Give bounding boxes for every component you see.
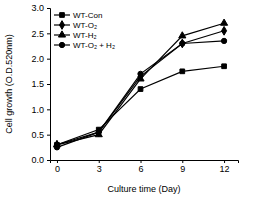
y-tick-label: 2.0 xyxy=(31,54,44,64)
y-tick-label: 1.0 xyxy=(31,105,44,115)
legend: WT-ConWT-O₂WT-H₂WT-O₂ + H₂ xyxy=(54,11,115,50)
y-tick-label: 0.0 xyxy=(31,155,44,165)
data-point xyxy=(222,64,227,69)
x-tick-mark xyxy=(182,160,183,163)
data-point xyxy=(180,39,185,48)
series xyxy=(54,26,226,149)
y-tick-mark xyxy=(47,135,50,136)
data-point xyxy=(221,38,226,43)
y-tick-label: 0.5 xyxy=(31,130,44,140)
legend-label: WT-Con xyxy=(73,11,102,20)
legend-label: WT-O₂ xyxy=(73,21,97,30)
y-tick-mark xyxy=(47,160,50,161)
chart: 0369120.00.51.01.52.02.53.0WT-ConWT-O₂WT… xyxy=(0,0,274,198)
series xyxy=(53,19,227,147)
y-tick-label: 1.5 xyxy=(31,79,44,89)
legend-symbol xyxy=(60,13,65,18)
legend-item: WT-O₂ + H₂ xyxy=(54,41,115,50)
series-line xyxy=(57,66,224,145)
series xyxy=(55,64,227,147)
data-point xyxy=(138,87,143,92)
y-tick-label: 2.5 xyxy=(31,29,44,39)
y-axis-line xyxy=(47,9,51,161)
y-tick: 0.5 xyxy=(31,130,50,140)
x-axis-title: Culture time (Day) xyxy=(107,184,180,194)
data-point xyxy=(180,41,185,46)
y-tick-mark xyxy=(47,84,50,85)
x-tick-label: 6 xyxy=(139,164,144,174)
x-tick-mark xyxy=(224,160,225,163)
x-tick-label: 3 xyxy=(97,164,102,174)
data-point xyxy=(54,145,59,150)
x-axis: 0 3 6 9 12 xyxy=(51,160,239,174)
x-tick: 3 xyxy=(97,160,102,174)
data-point xyxy=(179,32,186,38)
series-line xyxy=(57,31,224,145)
legend-label: WT-H₂ xyxy=(73,31,97,40)
y-tick: 0.0 xyxy=(31,155,50,165)
y-tick-mark xyxy=(47,8,50,9)
x-tick: 9 xyxy=(180,160,185,174)
x-tick-mark xyxy=(99,160,100,163)
x-tick: 12 xyxy=(220,160,230,174)
y-tick: 2.5 xyxy=(31,29,50,39)
x-tick-mark xyxy=(141,160,142,163)
x-tick-label: 9 xyxy=(180,164,185,174)
y-tick-mark xyxy=(47,109,50,110)
y-tick: 1.0 xyxy=(31,105,50,115)
x-tick-mark xyxy=(57,160,58,163)
data-point xyxy=(222,26,227,35)
y-tick: 1.5 xyxy=(31,79,50,89)
y-tick-mark xyxy=(47,59,50,60)
y-tick: 3.0 xyxy=(31,3,50,13)
series xyxy=(54,38,226,150)
legend-item: WT-O₂ xyxy=(54,21,97,30)
x-axis-line xyxy=(51,161,239,164)
legend-item: WT-H₂ xyxy=(54,31,97,40)
y-axis: 0.0 0.5 1.0 1.5 2.0 2.5 3.0 xyxy=(31,3,50,165)
legend-symbol xyxy=(59,42,64,47)
y-tick-label: 3.0 xyxy=(31,3,44,13)
y-tick-mark xyxy=(47,33,50,34)
data-point xyxy=(138,71,143,76)
y-axis-title: Cell growth (O.D.520nm) xyxy=(4,34,14,134)
x-tick: 6 xyxy=(139,160,144,174)
data-point xyxy=(180,69,185,74)
series-area xyxy=(53,19,227,150)
x-tick: 0 xyxy=(55,160,60,174)
legend-label: WT-O₂ + H₂ xyxy=(73,41,115,50)
series-line xyxy=(57,23,224,145)
x-tick-label: 0 xyxy=(55,164,60,174)
x-tick-label: 12 xyxy=(220,164,230,174)
series-line xyxy=(57,41,224,147)
data-point xyxy=(221,19,228,25)
legend-symbol xyxy=(58,31,65,37)
legend-symbol xyxy=(59,21,64,30)
legend-item: WT-Con xyxy=(54,11,102,20)
plot: 0369120.00.51.01.52.02.53.0WT-ConWT-O₂WT… xyxy=(31,3,238,174)
data-point xyxy=(96,129,101,134)
y-tick: 2.0 xyxy=(31,54,50,64)
